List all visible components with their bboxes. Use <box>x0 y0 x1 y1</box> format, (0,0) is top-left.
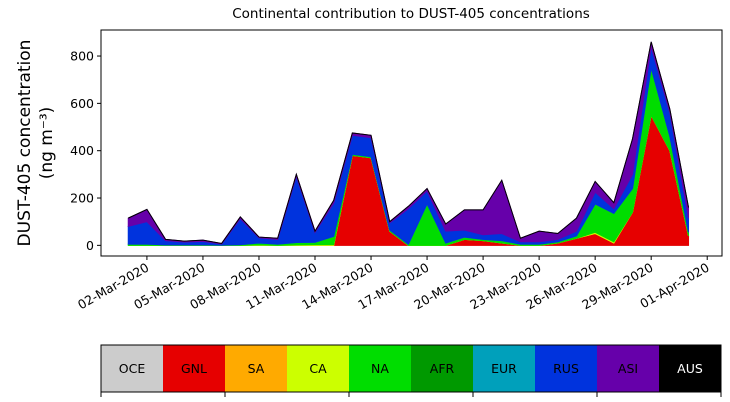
legend-frame <box>100 344 722 393</box>
y-tick-label: 200 <box>70 191 94 206</box>
y-axis-label: DUST-405 concentration <box>15 40 35 247</box>
legend-label: AFR <box>430 361 455 376</box>
y-axis-unit: (ng m⁻³) <box>37 107 57 180</box>
legend-label: AUS <box>677 361 703 376</box>
legend-swatch <box>659 345 721 392</box>
y-tick-label: 0 <box>86 238 94 253</box>
plot-frame <box>100 29 723 257</box>
y-tick-label: 400 <box>70 143 94 158</box>
legend-label: EUR <box>491 361 517 376</box>
legend-label: RUS <box>553 361 579 376</box>
legend-swatch <box>163 345 225 392</box>
legend-label: ASI <box>618 361 638 376</box>
legend-swatch <box>349 345 411 392</box>
legend-ticks <box>100 392 722 397</box>
chart-title: Continental contribution to DUST-405 con… <box>232 6 590 22</box>
legend-swatch <box>287 345 349 392</box>
y-tick-label: 600 <box>70 96 94 111</box>
area <box>128 41 690 245</box>
legend-swatch <box>535 345 597 392</box>
legend-swatch <box>411 345 473 392</box>
legend-label: CA <box>309 361 327 376</box>
legend-label: OCE <box>119 361 146 376</box>
legend-label: GNL <box>181 361 207 376</box>
legend-swatch <box>473 345 535 392</box>
legend-swatch <box>225 345 287 392</box>
y-tick-label: 800 <box>70 49 94 64</box>
legend-label: SA <box>248 361 265 376</box>
legend-swatch <box>597 345 659 392</box>
legend-label: NA <box>371 361 389 376</box>
legend-swatch <box>101 345 163 392</box>
